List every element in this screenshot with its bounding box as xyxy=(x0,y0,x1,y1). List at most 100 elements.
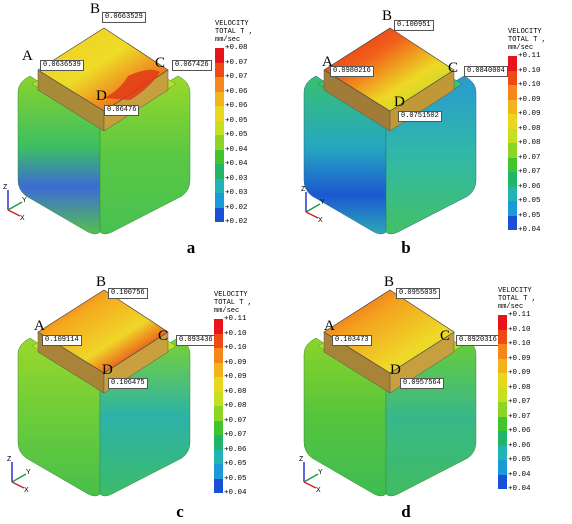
panel-d: A B C D 0.103473 0.0955035 0.0920316 0.0… xyxy=(286,262,572,524)
legend-tick-label: +0.09 xyxy=(518,95,541,104)
legend-swatch xyxy=(214,449,223,464)
legend-row: +0.08 xyxy=(508,125,568,143)
legend-tick-label: +0.07 xyxy=(508,412,531,421)
legend-swatch xyxy=(508,143,517,158)
point-a-value: 0.109114 xyxy=(42,335,82,346)
axis-z-label: Z xyxy=(301,186,306,193)
legend-subtitle: TOTAL T , mm/sec xyxy=(498,295,536,311)
legend-tick-label: +0.09 xyxy=(224,373,247,381)
legend-row: +0.10 xyxy=(508,81,568,100)
legend-swatch xyxy=(214,420,223,435)
legend-tick-label: +0.06 xyxy=(225,87,248,96)
legend-swatch xyxy=(498,315,507,330)
panel-b: A B C D 0.0980216 0.100951 0.0840004 0.0… xyxy=(286,0,572,262)
legend-swatch xyxy=(215,120,224,135)
legend-tick-label: +0.04 xyxy=(518,226,541,234)
point-b-label: B xyxy=(96,274,107,290)
point-d-value: 0.0957564 xyxy=(400,378,444,389)
legend-row: +0.08 xyxy=(214,388,274,406)
legend-row: +0.03 xyxy=(215,189,275,208)
legend-title: VELOCITY xyxy=(508,28,542,36)
point-d-value: 0.06476 xyxy=(104,105,140,116)
legend-swatch xyxy=(508,114,517,129)
legend-swatch xyxy=(214,391,223,406)
legend-row: +0.07 xyxy=(498,398,558,417)
axis-z-label: Z xyxy=(3,184,8,191)
legend-swatch xyxy=(215,207,224,222)
legend-tick-label: +0.05 xyxy=(518,197,541,205)
legend-row: +0.06 xyxy=(214,446,274,464)
point-c-value: 0.0920316 xyxy=(456,335,500,346)
legend-title: VELOCITY xyxy=(215,20,249,28)
legend-swatch xyxy=(215,135,224,150)
legend-row: +0.04 xyxy=(498,471,558,489)
legend-swatch xyxy=(215,106,224,121)
legend-swatch xyxy=(498,445,507,460)
legend-swatch xyxy=(508,201,517,216)
point-a-label: A xyxy=(34,318,45,334)
legend-row: +0.07 xyxy=(214,431,274,450)
point-c-label: C xyxy=(440,328,451,344)
point-d-value: 0.106475 xyxy=(108,378,148,389)
legend-row: +0.10 xyxy=(498,340,558,359)
legend-tick-label: +0.05 xyxy=(224,460,247,468)
legend-swatch xyxy=(508,85,517,100)
legend-swatch xyxy=(214,435,223,450)
legend-row: +0.06 xyxy=(508,183,568,201)
legend-tick-label: +0.07 xyxy=(508,398,531,406)
point-c-value: 0.0840004 xyxy=(464,66,508,77)
color-legend: VELOCITY TOTAL T , mm/sec +0.08 +0.07 +0.0… xyxy=(215,20,275,226)
legend-tick-label: +0.05 xyxy=(518,211,541,220)
point-d-value: 0.0751502 xyxy=(398,111,442,122)
point-b-value: 0.0663529 xyxy=(102,12,146,23)
legend-tick-label: +0.09 xyxy=(224,358,247,367)
legend-tick-label: +0.08 xyxy=(518,124,541,133)
point-d-label: D xyxy=(394,94,405,110)
legend-row: +0.09 xyxy=(498,355,558,373)
legend-tick-label: +0.05 xyxy=(225,116,248,125)
legend-swatch xyxy=(214,464,223,479)
legend-tick-label: +0.08 xyxy=(224,402,247,410)
legend-swatch xyxy=(215,62,224,77)
legend-tick-label: +0.09 xyxy=(508,354,531,363)
legend-tick-label: +0.11 xyxy=(508,311,531,319)
legend-tick-label: +0.10 xyxy=(224,344,247,352)
point-a-value: 0.0980216 xyxy=(330,66,374,77)
legend-tick-label: +0.04 xyxy=(224,489,247,497)
legend-row: +0.02 xyxy=(215,204,275,222)
legend-row: +0.09 xyxy=(214,373,274,392)
legend-swatch xyxy=(508,128,517,143)
legend-swatch xyxy=(214,333,223,348)
legend-tick-label: +0.07 xyxy=(518,168,541,176)
legend-swatch xyxy=(498,416,507,431)
point-a-label: A xyxy=(322,54,333,70)
axis-z-label: Z xyxy=(7,456,12,463)
point-b-label: B xyxy=(90,1,101,17)
color-legend: VELOCITY TOTAL T , mm/sec +0.11 +0.10 +0.1… xyxy=(214,291,274,497)
legend-row: +0.05 xyxy=(214,460,274,479)
legend-row: +0.06 xyxy=(498,427,558,446)
axis-x-label: X xyxy=(20,215,25,220)
point-b-value: 0.100951 xyxy=(394,20,434,31)
legend-row: +0.09 xyxy=(508,96,568,114)
legend-tick-label: +0.10 xyxy=(508,325,531,334)
legend-tick-label: +0.11 xyxy=(518,52,541,60)
point-a-label: A xyxy=(22,48,33,64)
legend-tick-label: +0.06 xyxy=(508,441,531,450)
legend-swatch xyxy=(215,164,224,179)
legend-row: +0.05 xyxy=(215,131,275,150)
panel-a: A B C D 0.0636539 0.0663529 0.067426 0.0… xyxy=(0,0,286,262)
legend-swatch xyxy=(214,377,223,392)
legend-swatch xyxy=(214,406,223,421)
legend-row: +0.07 xyxy=(508,168,568,187)
legend-swatch xyxy=(498,387,507,402)
point-c-value: 0.093436 xyxy=(176,335,216,346)
legend-row: +0.07 xyxy=(508,154,568,172)
legend-swatch xyxy=(508,172,517,187)
legend-swatch xyxy=(508,157,517,172)
legend-swatch xyxy=(215,91,224,106)
legend-tick-label: +0.04 xyxy=(508,485,531,493)
legend-swatch xyxy=(214,348,223,363)
legend-swatch xyxy=(215,149,224,164)
legend-tick-label: +0.03 xyxy=(225,189,248,197)
